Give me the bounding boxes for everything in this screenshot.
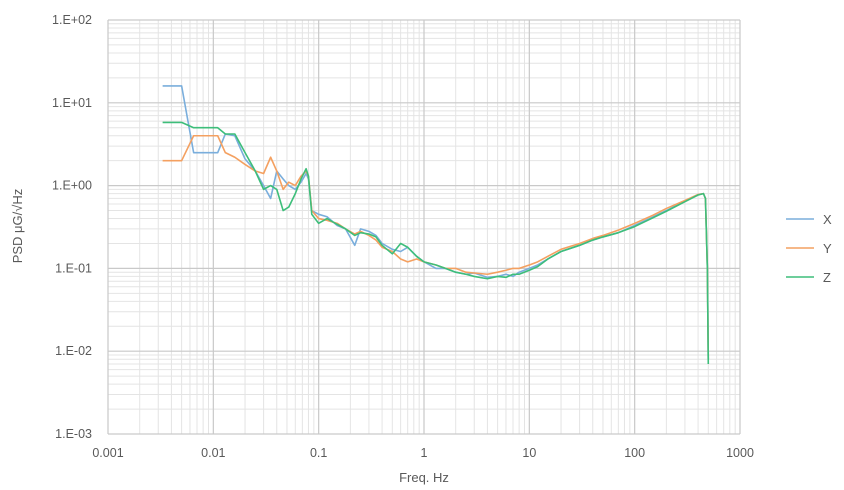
series-line-y — [162, 134, 710, 360]
x-tick-label: 0.1 — [310, 446, 327, 460]
y-axis-title: PSD μG/√Hz — [10, 189, 25, 264]
y-tick-label: 1.E+02 — [52, 13, 92, 27]
legend-label-y: Y — [823, 241, 832, 256]
y-tick-label: 1.E+01 — [52, 96, 92, 110]
y-tick-label: 1.E-03 — [55, 427, 92, 441]
y-tick-label: 1.E+00 — [52, 179, 92, 193]
x-axis-tick-labels: 0.001 0.01 0.1 1 10 100 1000 — [92, 446, 754, 460]
y-tick-label: 1.E-01 — [55, 261, 92, 275]
series-lines — [162, 85, 710, 365]
legend: XYZ — [786, 212, 832, 285]
x-tick-label: 0.01 — [201, 446, 225, 460]
series-line-z — [162, 121, 710, 365]
x-tick-label: 1000 — [726, 446, 754, 460]
x-axis-title: Freq. Hz — [399, 470, 449, 485]
x-tick-label: 10 — [522, 446, 536, 460]
x-tick-label: 100 — [624, 446, 645, 460]
x-tick-label: 1 — [421, 446, 428, 460]
y-axis-tick-labels: 1.E-03 1.E-02 1.E-01 1.E+00 1.E+01 1.E+02 — [52, 13, 92, 441]
legend-label-z: Z — [823, 270, 831, 285]
x-tick-label: 0.001 — [92, 446, 123, 460]
legend-label-x: X — [823, 212, 832, 227]
y-tick-label: 1.E-02 — [55, 344, 92, 358]
